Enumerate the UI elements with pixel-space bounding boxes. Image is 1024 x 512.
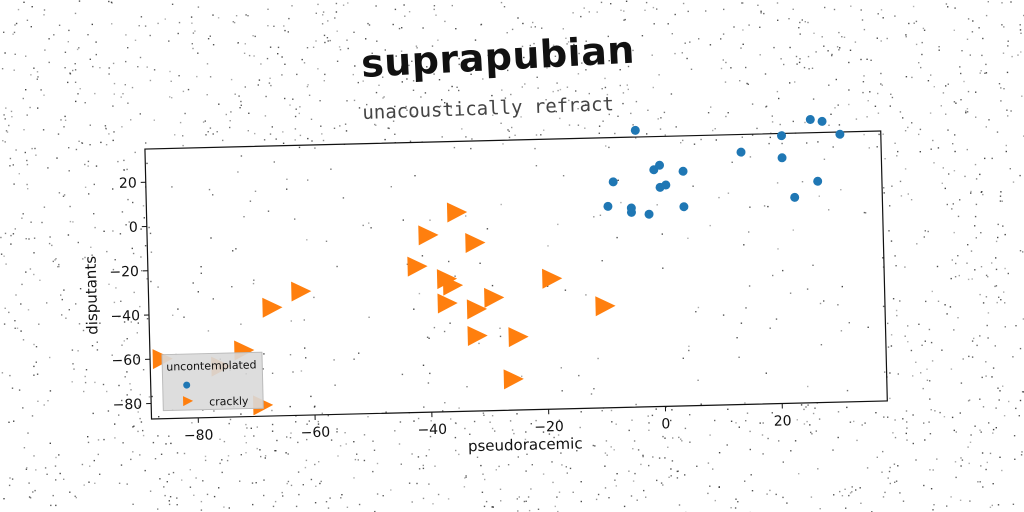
y-tick-label: −60 xyxy=(111,352,141,369)
data-point-series-1 xyxy=(630,125,640,135)
plot-frame xyxy=(144,130,888,420)
y-axis-label: disputants xyxy=(82,256,102,335)
data-point-series-2 xyxy=(542,268,563,289)
data-point-series-1 xyxy=(644,209,654,219)
legend-title: uncontemplated xyxy=(166,358,257,373)
legend-label-series-2: crackly xyxy=(209,395,249,409)
x-tick-label: −20 xyxy=(534,419,564,436)
legend-box xyxy=(161,351,264,412)
x-axis-label: pseudoracemic xyxy=(468,434,583,455)
y-tick-label: −20 xyxy=(109,264,139,281)
data-point-series-1 xyxy=(813,176,823,186)
legend-marker-series-1 xyxy=(183,381,191,389)
data-point-series-1 xyxy=(603,201,613,211)
y-tick-label: −80 xyxy=(112,397,142,414)
data-point-series-1 xyxy=(736,147,746,157)
data-point-series-1 xyxy=(805,114,815,124)
x-axis: −80 −60 −40 −20 0 20 xyxy=(184,403,792,444)
y-tick-label: −40 xyxy=(110,308,140,325)
data-point-series-2 xyxy=(466,299,488,320)
x-tick-label: 0 xyxy=(661,416,670,432)
data-point-series-2 xyxy=(467,325,488,346)
data-point-series-2 xyxy=(418,225,439,246)
data-point-series-2 xyxy=(465,233,486,254)
data-point-series-2 xyxy=(508,327,529,348)
x-tick-label: 20 xyxy=(774,413,792,429)
data-point-series-1 xyxy=(790,192,800,202)
data-point-series-1 xyxy=(626,207,636,217)
data-point-series-1 xyxy=(608,177,618,187)
plot-area: −80 −60 −40 −20 0 20 20 0 −20 −40 −60 −80 uncontem… xyxy=(82,114,888,455)
data-point-series-1 xyxy=(679,202,689,212)
data-point-series-2 xyxy=(437,293,458,314)
data-point-series-1 xyxy=(817,116,827,126)
y-tick-label: 0 xyxy=(129,220,138,236)
x-tick-label: −60 xyxy=(301,425,331,442)
x-tick-label: −40 xyxy=(417,422,447,439)
data-point-series-2 xyxy=(595,296,616,317)
data-point-series-2 xyxy=(484,287,505,308)
x-tick-label: −80 xyxy=(184,427,214,444)
data-point-series-2 xyxy=(442,275,464,296)
data-point-series-1 xyxy=(661,180,671,190)
data-point-series-2 xyxy=(503,369,524,390)
data-point-series-2 xyxy=(262,297,283,318)
data-point-series-2 xyxy=(446,202,468,223)
data-point-series-1 xyxy=(655,160,665,170)
y-axis: 20 0 −20 −40 −60 −80 xyxy=(109,175,152,414)
data-point-series-1 xyxy=(776,131,786,141)
legend-marker-series-2 xyxy=(182,396,194,407)
y-tick-label: 20 xyxy=(119,175,137,191)
data-point-series-1 xyxy=(777,153,787,163)
data-point-series-1 xyxy=(678,166,688,176)
legend: uncontemplated crackly xyxy=(161,351,264,412)
data-point-series-2 xyxy=(291,281,312,302)
data-point-series-2 xyxy=(407,256,428,277)
data-point-series-1 xyxy=(835,129,845,139)
